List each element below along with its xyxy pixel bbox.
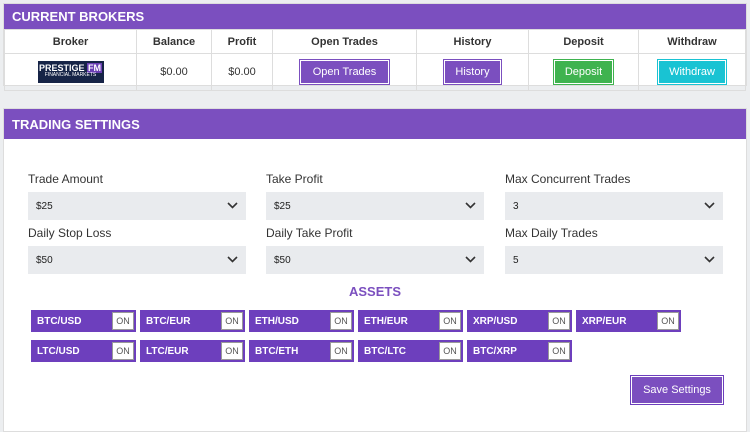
select[interactable]: $25 bbox=[266, 192, 484, 220]
logo-name: PRESTIGE bbox=[38, 63, 85, 73]
column-header: Deposit bbox=[528, 29, 639, 54]
asset-name: ETH/USD bbox=[255, 315, 299, 327]
column-header: History bbox=[416, 29, 529, 54]
history-button[interactable]: History bbox=[443, 59, 502, 85]
chevron bbox=[465, 256, 476, 263]
asset-chip[interactable]: BTC/LTC ON bbox=[358, 340, 463, 362]
column-header: Profit bbox=[211, 29, 273, 54]
select-value: $25 bbox=[274, 200, 291, 212]
asset-toggle[interactable]: ON bbox=[548, 312, 570, 330]
field-label: Take Profit bbox=[266, 172, 323, 186]
select[interactable]: 5 bbox=[505, 246, 723, 274]
select[interactable]: $25 bbox=[28, 192, 246, 220]
profit: $0.00 bbox=[211, 53, 273, 91]
field-label: Daily Stop Loss bbox=[28, 226, 112, 240]
chevron bbox=[465, 202, 476, 209]
field-label: Max Concurrent Trades bbox=[505, 172, 631, 186]
setting-field: Daily Stop Loss $50 bbox=[28, 226, 246, 274]
field-label: Daily Take Profit bbox=[266, 226, 353, 240]
column-header: Open Trades bbox=[272, 29, 417, 54]
asset-name: BTC/LTC bbox=[364, 345, 407, 357]
chevron bbox=[704, 202, 715, 209]
settings-panel: TRADING SETTINGS ASSETS Save Settings Tr… bbox=[3, 108, 747, 432]
asset-toggle[interactable]: ON bbox=[657, 312, 679, 330]
asset-toggle[interactable]: ON bbox=[439, 312, 461, 330]
asset-toggle[interactable]: ON bbox=[221, 342, 243, 360]
select[interactable]: $50 bbox=[266, 246, 484, 274]
asset-chip[interactable]: XRP/USD ON bbox=[467, 310, 572, 332]
asset-name: XRP/USD bbox=[473, 315, 518, 327]
asset-toggle[interactable]: ON bbox=[548, 342, 570, 360]
asset-chip[interactable]: BTC/ETH ON bbox=[249, 340, 354, 362]
setting-field: Max Concurrent Trades 3 bbox=[505, 172, 723, 220]
asset-toggle[interactable]: ON bbox=[112, 312, 134, 330]
select[interactable]: $50 bbox=[28, 246, 246, 274]
asset-name: BTC/ETH bbox=[255, 345, 299, 357]
asset-name: XRP/EUR bbox=[582, 315, 627, 327]
asset-chip[interactable]: XRP/EUR ON bbox=[576, 310, 681, 332]
asset-name: LTC/USD bbox=[37, 345, 80, 357]
logo-sub: FINANCIAL MARKETS bbox=[44, 72, 97, 78]
chevron bbox=[227, 256, 238, 263]
save-settings-button[interactable]: Save Settings bbox=[630, 375, 724, 405]
panel-title: CURRENT BROKERS bbox=[4, 4, 746, 29]
asset-toggle[interactable]: ON bbox=[330, 342, 352, 360]
select-value: 3 bbox=[513, 200, 519, 212]
asset-toggle[interactable]: ON bbox=[439, 342, 461, 360]
broker-cell: PRESTIGE FM FINANCIAL MARKETS bbox=[4, 53, 137, 91]
column-header: Broker bbox=[4, 29, 137, 54]
asset-chip[interactable]: BTC/EUR ON bbox=[140, 310, 245, 332]
broker-logo: PRESTIGE FM FINANCIAL MARKETS bbox=[37, 61, 104, 83]
asset-chip[interactable]: LTC/EUR ON bbox=[140, 340, 245, 362]
asset-chip[interactable]: BTC/XRP ON bbox=[467, 340, 572, 362]
select-value: $50 bbox=[274, 254, 291, 266]
field-label: Max Daily Trades bbox=[505, 226, 598, 240]
asset-name: BTC/USD bbox=[37, 315, 82, 327]
select-value: $25 bbox=[36, 200, 53, 212]
select[interactable]: 3 bbox=[505, 192, 723, 220]
column-header: Balance bbox=[136, 29, 212, 54]
brokers-panel: CURRENT BROKERS Broker Balance Profit Open … bbox=[3, 3, 747, 91]
setting-field: Daily Take Profit $50 bbox=[266, 226, 484, 274]
asset-toggle[interactable]: ON bbox=[112, 342, 134, 360]
asset-chip[interactable]: ETH/USD ON bbox=[249, 310, 354, 332]
asset-chip[interactable]: ETH/EUR ON bbox=[358, 310, 463, 332]
brokers-table: Broker Balance Profit Open Trades History Dep… bbox=[4, 29, 746, 91]
deposit-button[interactable]: Deposit bbox=[552, 59, 615, 85]
asset-chip[interactable]: BTC/USD ON bbox=[31, 310, 136, 332]
balance: $0.00 bbox=[136, 53, 212, 91]
asset-name: BTC/EUR bbox=[146, 315, 191, 327]
asset-toggle[interactable]: ON bbox=[221, 312, 243, 330]
asset-name: LTC/EUR bbox=[146, 345, 189, 357]
logo-accent: FM bbox=[87, 63, 103, 73]
setting-field: Max Daily Trades 5 bbox=[505, 226, 723, 274]
field-label: Trade Amount bbox=[28, 172, 103, 186]
asset-toggle[interactable]: ON bbox=[330, 312, 352, 330]
column-header: Withdraw bbox=[638, 29, 746, 54]
select-value: 5 bbox=[513, 254, 519, 266]
withdraw-button[interactable]: Withdraw bbox=[657, 59, 727, 85]
panel-title: TRADING SETTINGS bbox=[4, 109, 746, 139]
chevron bbox=[704, 256, 715, 263]
asset-name: BTC/XRP bbox=[473, 345, 517, 357]
select-value: $50 bbox=[36, 254, 53, 266]
asset-chip[interactable]: LTC/USD ON bbox=[31, 340, 136, 362]
open-trades-button[interactable]: Open Trades bbox=[298, 59, 391, 85]
asset-name: ETH/EUR bbox=[364, 315, 408, 327]
chevron bbox=[227, 202, 238, 209]
setting-field: Trade Amount $25 bbox=[28, 172, 246, 220]
assets-title: ASSETS bbox=[348, 284, 401, 299]
setting-field: Take Profit $25 bbox=[266, 172, 484, 220]
